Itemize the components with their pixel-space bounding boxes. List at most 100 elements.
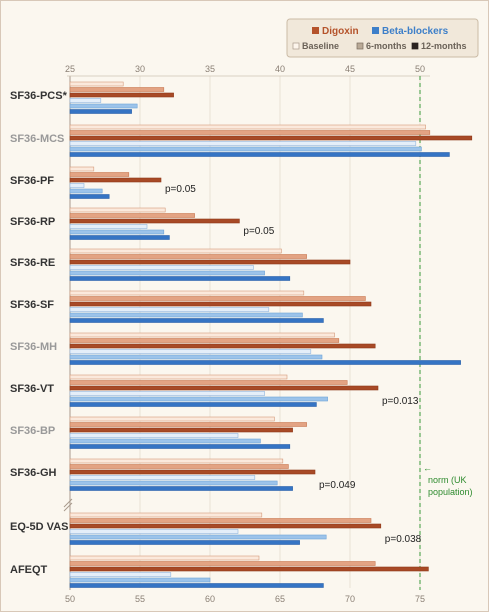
bar	[69, 307, 270, 312]
bar	[69, 254, 307, 259]
bar	[69, 444, 291, 449]
bar	[69, 566, 429, 572]
bar	[69, 270, 265, 276]
bar	[69, 349, 312, 354]
bar	[69, 124, 426, 130]
bar	[69, 276, 291, 281]
bar	[69, 561, 376, 566]
bar	[69, 458, 284, 464]
bar	[69, 486, 293, 491]
top-axis-tick-label: 40	[275, 64, 285, 74]
norm-label: population)	[428, 487, 473, 497]
bar	[69, 152, 450, 157]
bar	[69, 416, 275, 422]
top-axis-tick-label: 45	[345, 64, 355, 74]
bar	[69, 92, 174, 98]
p-value-annotation: p=0.05	[243, 226, 274, 237]
bar	[69, 343, 376, 349]
legend-timepoint-swatch	[411, 42, 419, 50]
bar	[69, 290, 305, 296]
category-label: SF36-GH	[10, 467, 57, 479]
bar	[69, 98, 102, 103]
bottom-axis-tick-label: 70	[345, 594, 355, 604]
bar	[69, 380, 348, 385]
bar	[69, 213, 195, 218]
bar	[69, 577, 211, 583]
bar	[69, 332, 335, 338]
legend-box	[286, 18, 479, 58]
bar	[69, 469, 316, 475]
bar	[69, 529, 239, 534]
category-label: AFEQT	[10, 564, 48, 576]
top-axis-tick-label: 35	[205, 64, 215, 74]
bar	[69, 235, 170, 240]
bar	[69, 360, 461, 365]
bar	[69, 438, 261, 444]
bar	[69, 433, 239, 438]
bar	[69, 534, 327, 540]
legend-treatment-label: Digoxin	[322, 26, 359, 37]
bar	[69, 427, 293, 433]
bar	[69, 518, 372, 523]
bar	[69, 103, 138, 109]
category-label: SF36-BP	[10, 425, 55, 437]
legend-swatch	[372, 27, 379, 34]
top-axis-tick-label: 25	[65, 64, 75, 74]
bar	[69, 81, 124, 87]
bar	[69, 354, 323, 360]
category-label: SF36-SF	[10, 299, 54, 311]
bar	[69, 218, 240, 224]
category-label: SF36-RP	[10, 216, 55, 228]
category-label: EQ-5D VAS	[10, 521, 68, 533]
bar	[69, 583, 324, 588]
bar	[69, 87, 165, 92]
bar	[69, 374, 288, 380]
bar	[69, 248, 282, 254]
bar	[69, 172, 130, 177]
bar	[69, 224, 148, 229]
norm-arrow: ←	[423, 463, 432, 473]
p-value-annotation: p=0.05	[165, 184, 196, 195]
bar	[69, 207, 166, 213]
bar	[69, 422, 307, 427]
bar	[69, 141, 417, 146]
bar	[69, 146, 422, 152]
axis-break-mark	[63, 502, 73, 512]
legend-swatch	[312, 27, 319, 34]
bar	[69, 480, 278, 486]
category-label: SF36-RE	[10, 257, 55, 269]
bar	[69, 396, 328, 402]
bottom-axis-tick-label: 50	[65, 594, 75, 604]
bar	[69, 318, 324, 323]
p-value-annotation: p=0.038	[385, 534, 422, 545]
axis-break-mark	[63, 498, 73, 508]
bar	[69, 194, 110, 199]
category-label: SF36-MCS	[10, 133, 64, 145]
top-axis-tick-label: 30	[135, 64, 145, 74]
legend-timepoint-label: 12-months	[421, 41, 467, 51]
bar	[69, 464, 289, 469]
bar	[69, 555, 260, 561]
bar	[69, 540, 300, 545]
bar	[69, 475, 256, 480]
bar	[69, 259, 351, 265]
legend-timepoint-label: Baseline	[302, 41, 339, 51]
bar	[69, 338, 340, 343]
bottom-axis-tick-label: 75	[415, 594, 425, 604]
bar	[69, 229, 165, 235]
legend-timepoint-swatch	[356, 42, 364, 50]
top-axis-tick-label: 50	[415, 64, 425, 74]
bar	[69, 109, 132, 114]
bar	[69, 391, 265, 396]
p-value-annotation: p=0.049	[319, 480, 356, 491]
bar	[69, 312, 303, 318]
bar	[69, 512, 263, 518]
legend-timepoint-label: 6-months	[366, 41, 407, 51]
bar	[69, 166, 95, 172]
legend-timepoint-swatch	[292, 42, 300, 50]
category-label: SF36-PF	[10, 175, 54, 187]
bar	[69, 265, 254, 270]
bar	[69, 385, 379, 391]
category-label: SF36-MH	[10, 341, 57, 353]
bar	[69, 130, 431, 135]
